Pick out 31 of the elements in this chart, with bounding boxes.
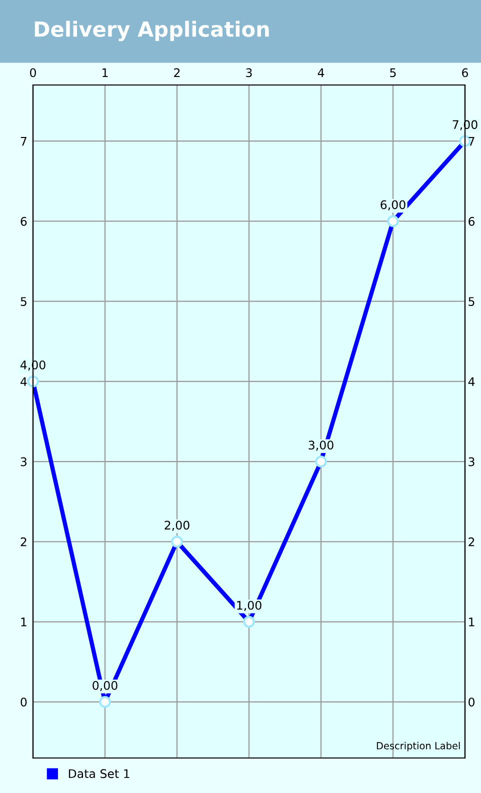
y-tick-label: 4	[20, 377, 27, 386]
data-label: 3,00	[308, 440, 334, 451]
data-label: 1,00	[237, 600, 262, 611]
y-tick-label: 0	[20, 698, 27, 707]
x-tick-label: 0	[30, 68, 36, 78]
y2-tick-label: 4	[468, 377, 475, 386]
y-tick-label: 2	[20, 537, 26, 546]
y2-tick-label: 3	[468, 457, 474, 466]
x-tick-label: 5	[390, 68, 396, 78]
data-label: 2,00	[164, 520, 190, 531]
y2-tick-label: 5	[468, 297, 474, 306]
y2-tick-label: 1	[469, 618, 474, 626]
legend-label: Data Set 1	[68, 769, 130, 778]
y2-tick-label: 0	[468, 698, 475, 707]
y-tick-label: 1	[21, 618, 26, 626]
annotation: Description Label	[376, 742, 460, 752]
y2-tick-label: 7	[468, 136, 474, 146]
y-tick-label: 7	[20, 136, 26, 146]
y2-tick-label: 2	[468, 537, 474, 546]
x-tick-label: 3	[246, 68, 252, 78]
x-tick-label: 6	[462, 68, 468, 78]
data-label: 0,00	[92, 680, 118, 692]
x-tick-label: 4	[318, 68, 324, 77]
y2-tick-label: 6	[468, 216, 475, 226]
chart-title: Delivery Application	[34, 20, 269, 42]
y-tick-label: 5	[20, 297, 26, 306]
x-tick-label: 2	[174, 68, 180, 77]
y-tick-label: 6	[20, 216, 27, 226]
y-tick-label: 3	[20, 457, 26, 466]
data-label: 6,00	[380, 200, 406, 210]
x-tick-label: 1	[102, 68, 108, 77]
